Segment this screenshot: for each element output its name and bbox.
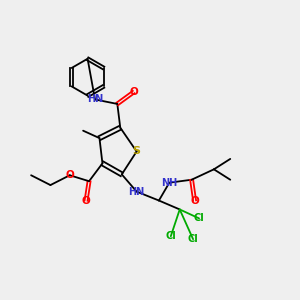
Text: Cl: Cl <box>194 213 204 224</box>
Text: Cl: Cl <box>188 234 199 244</box>
Text: HN: HN <box>128 187 145 196</box>
Text: Cl: Cl <box>165 231 176 241</box>
Text: O: O <box>65 170 74 180</box>
Text: O: O <box>129 87 138 97</box>
Text: O: O <box>82 196 91 206</box>
Text: S: S <box>133 146 141 157</box>
Text: HN: HN <box>87 94 103 104</box>
Text: O: O <box>190 196 199 206</box>
Text: NH: NH <box>161 178 177 188</box>
